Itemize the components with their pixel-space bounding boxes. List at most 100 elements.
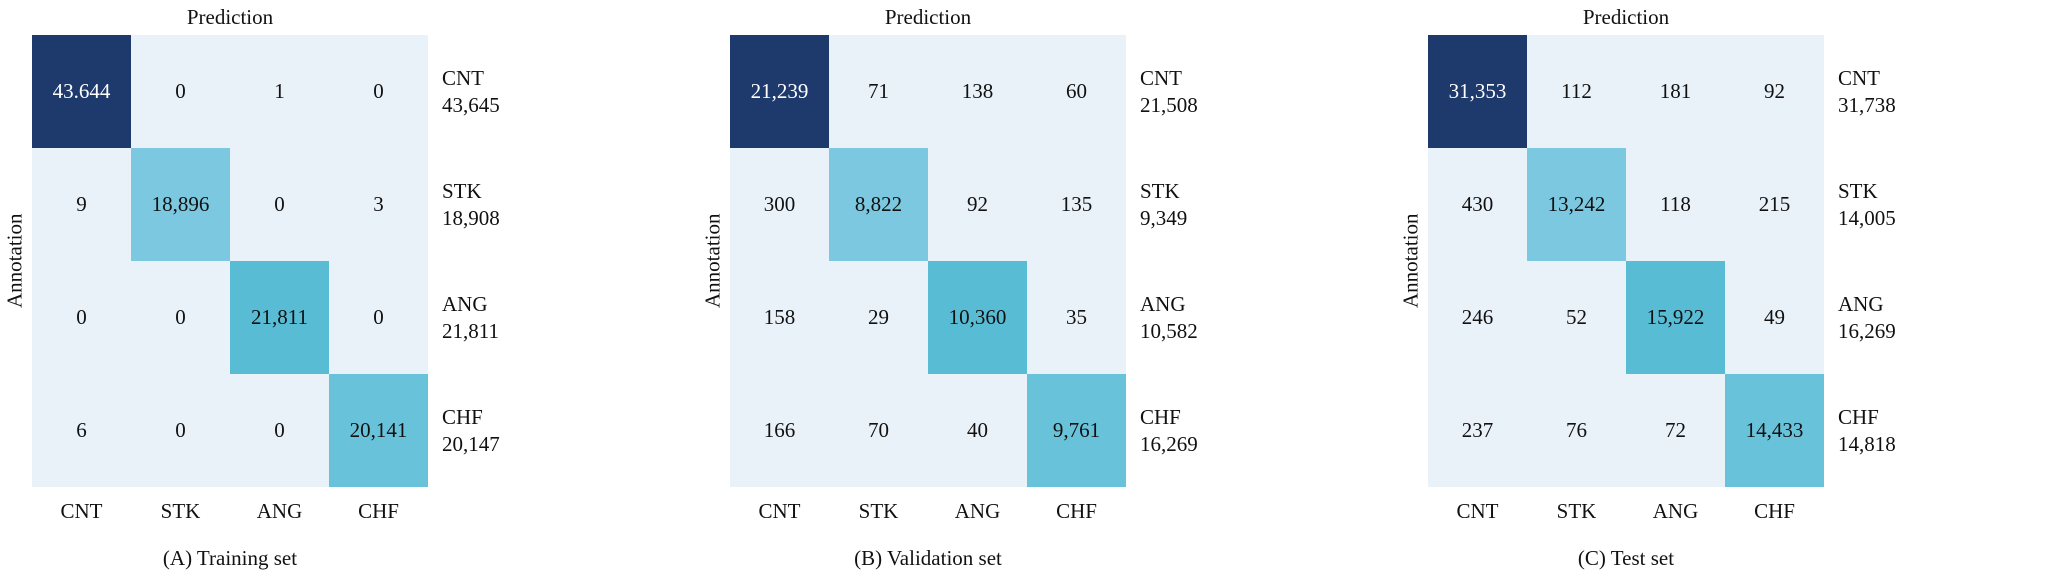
column-label: STK xyxy=(1556,499,1597,523)
row-labels: CNT 31,738 STK 14,005 ANG 16,269 CHF 14,… xyxy=(1838,35,1896,571)
column-label: CNT xyxy=(60,499,103,523)
matrix-cell: 76 xyxy=(1527,374,1626,487)
row-label: CHF 16,269 xyxy=(1140,374,1198,487)
row-labels: CNT 43,645 STK 18,908 ANG 21,811 CHF 20,… xyxy=(442,35,500,571)
matrix-cell: 300 xyxy=(730,148,829,261)
column-label: ANG xyxy=(1652,499,1699,523)
row-total-label: 10,582 xyxy=(1140,318,1198,343)
diagonal-cell: 9,761 xyxy=(1027,374,1126,487)
matrix-cell: 60 xyxy=(1027,35,1126,148)
diagonal-cell: 20,141 xyxy=(329,374,428,487)
matrix-cell: 9 xyxy=(32,148,131,261)
matrix-cell: 118 xyxy=(1626,148,1725,261)
matrix-cell: 71 xyxy=(829,35,928,148)
row-label: STK 14,005 xyxy=(1838,148,1896,261)
panel-caption: (C) Test set xyxy=(1577,546,1675,570)
row-label: CNT 43,645 xyxy=(442,35,500,148)
row-label: CNT 31,738 xyxy=(1838,35,1896,148)
diagonal-cell: 13,242 xyxy=(1527,148,1626,261)
row-class-label: CNT xyxy=(442,65,484,90)
column-label: ANG xyxy=(954,499,1001,523)
panel-caption: (A) Training set xyxy=(162,546,298,570)
row-class-label: STK xyxy=(442,178,482,203)
diagonal-cell: 21,811 xyxy=(230,261,329,374)
column-label: STK xyxy=(858,499,899,523)
annotation-axis-title: Annotation xyxy=(1398,213,1423,309)
row-class-label: STK xyxy=(1838,178,1878,203)
matrix-cell: 70 xyxy=(829,374,928,487)
row-total-label: 14,005 xyxy=(1838,205,1896,230)
diagonal-cell: 15,922 xyxy=(1626,261,1725,374)
row-label: ANG 21,811 xyxy=(442,261,500,374)
matrix-cell: 0 xyxy=(230,374,329,487)
row-total-label: 20,147 xyxy=(442,431,500,456)
matrix-cell: 215 xyxy=(1725,148,1824,261)
diagonal-cell: 18,896 xyxy=(131,148,230,261)
row-class-label: ANG xyxy=(1140,291,1186,316)
matrix-cell: 3 xyxy=(329,148,428,261)
matrix-cell: 430 xyxy=(1428,148,1527,261)
confusion-matrix-test: 31,353 112 181 92 430 13,242 118 215 246… xyxy=(1428,35,1824,487)
row-label: CHF 14,818 xyxy=(1838,374,1896,487)
row-total-label: 16,269 xyxy=(1838,318,1896,343)
matrix-cell: 29 xyxy=(829,261,928,374)
prediction-axis-title: Prediction xyxy=(186,5,274,29)
matrix-cell: 112 xyxy=(1527,35,1626,148)
prediction-axis-title: Prediction xyxy=(1582,5,1670,29)
diagonal-cell: 43.644 xyxy=(32,35,131,148)
matrix-cell: 40 xyxy=(928,374,1027,487)
row-class-label: ANG xyxy=(1838,291,1884,316)
column-label: CHF xyxy=(358,499,399,523)
row-label: ANG 10,582 xyxy=(1140,261,1198,374)
diagonal-cell: 31,353 xyxy=(1428,35,1527,148)
matrix-cell: 181 xyxy=(1626,35,1725,148)
matrix-cell: 92 xyxy=(928,148,1027,261)
row-class-label: CHF xyxy=(1838,404,1879,429)
row-class-label: CNT xyxy=(1140,65,1182,90)
row-label: ANG 16,269 xyxy=(1838,261,1896,374)
diagonal-cell: 21,239 xyxy=(730,35,829,148)
column-labels: CNT STK ANG CHF xyxy=(730,499,1126,524)
column-label: CHF xyxy=(1056,499,1097,523)
diagonal-cell: 14,433 xyxy=(1725,374,1824,487)
matrix-cell: 0 xyxy=(131,35,230,148)
row-total-label: 21,811 xyxy=(442,318,499,343)
matrix-cell: 135 xyxy=(1027,148,1126,261)
row-class-label: CHF xyxy=(1140,404,1181,429)
panel-validation-set: Prediction Annotation 21,239 71 138 60 3… xyxy=(683,0,1366,585)
matrix-cell: 35 xyxy=(1027,261,1126,374)
row-total-label: 16,269 xyxy=(1140,431,1198,456)
column-label: CNT xyxy=(758,499,801,523)
panel-caption: (B) Validation set xyxy=(854,546,1002,570)
matrix-cell: 1 xyxy=(230,35,329,148)
annotation-axis-title: Annotation xyxy=(2,213,27,309)
row-label: STK 9,349 xyxy=(1140,148,1198,261)
column-label: CHF xyxy=(1754,499,1795,523)
matrix-cell: 0 xyxy=(329,261,428,374)
matrix-cell: 138 xyxy=(928,35,1027,148)
row-label: CNT 21,508 xyxy=(1140,35,1198,148)
matrix-cell: 52 xyxy=(1527,261,1626,374)
row-total-label: 31,738 xyxy=(1838,92,1896,117)
matrix-cell: 0 xyxy=(131,261,230,374)
row-class-label: ANG xyxy=(442,291,488,316)
matrix-cell: 49 xyxy=(1725,261,1824,374)
row-total-label: 43,645 xyxy=(442,92,500,117)
row-total-label: 18,908 xyxy=(442,205,500,230)
panel-test-set: Prediction Annotation 31,353 112 181 92 … xyxy=(1366,0,2049,585)
panel-training-set: Prediction Annotation 43.644 0 1 0 9 18,… xyxy=(0,0,683,585)
row-class-label: CNT xyxy=(1838,65,1880,90)
matrix-cell: 237 xyxy=(1428,374,1527,487)
column-label: STK xyxy=(160,499,201,523)
annotation-axis-title: Annotation xyxy=(700,213,725,309)
row-total-label: 21,508 xyxy=(1140,92,1198,117)
row-class-label: STK xyxy=(1140,178,1180,203)
row-label: CHF 20,147 xyxy=(442,374,500,487)
matrix-cell: 0 xyxy=(329,35,428,148)
column-label: ANG xyxy=(256,499,303,523)
matrix-cell: 0 xyxy=(230,148,329,261)
matrix-cell: 6 xyxy=(32,374,131,487)
row-labels: CNT 21,508 STK 9,349 ANG 10,582 CHF 16,2… xyxy=(1140,35,1198,571)
matrix-cell: 0 xyxy=(32,261,131,374)
